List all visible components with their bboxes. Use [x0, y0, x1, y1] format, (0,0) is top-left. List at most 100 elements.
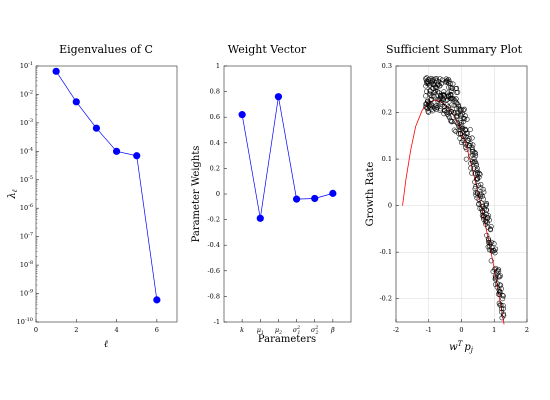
summary-point: [453, 100, 459, 106]
weight-vector-title: Weight Vector: [228, 43, 307, 56]
summary-point: [435, 98, 441, 104]
summary-point: [480, 186, 486, 192]
summary-point: [448, 118, 454, 124]
summary-point: [439, 81, 445, 87]
summary-point: [479, 206, 485, 212]
summary-point: [427, 103, 433, 109]
summary-point: [492, 266, 498, 272]
summary-point: [441, 97, 447, 103]
weight-ytick-label: -0.4: [207, 241, 220, 249]
summary-point: [446, 84, 452, 90]
summary-point: [491, 248, 496, 254]
eigenvalues-title: Eigenvalues of C: [59, 43, 153, 56]
summary-point: [454, 110, 460, 116]
summary-point: [427, 92, 433, 98]
weight-ytick-label: 0: [216, 190, 220, 198]
summary-xtick-label: -2: [393, 326, 399, 334]
summary-point: [456, 130, 461, 136]
weight-ytick-label: 1: [216, 62, 220, 70]
summary-point: [501, 313, 507, 319]
summary-point: [431, 94, 437, 100]
summary-point: [477, 191, 483, 197]
weight-point: [274, 93, 283, 101]
eigenvalues-ytick-label: 10-5: [20, 175, 33, 184]
eigenvalues-ylabel: λℓ: [7, 189, 19, 199]
eigenvalues-ytick-label: 10-2: [20, 89, 33, 98]
summary-point: [441, 104, 447, 109]
summary-point: [451, 96, 457, 102]
weight-line: [241, 96, 333, 219]
summary-point: [495, 268, 500, 274]
eigenvalues-panel: Eigenvalues of C 0 2 4 6 10-10 10-9 10-8 10-7 10…: [7, 43, 178, 350]
summary-point: [474, 162, 480, 168]
weight-xtick-label: μ1: [257, 326, 264, 336]
summary-point: [500, 293, 506, 299]
weight-point: [329, 189, 337, 197]
weight-vector-ylabel: Parameter Weights: [191, 146, 202, 243]
summary-point: [460, 107, 466, 113]
summary-point: [472, 179, 478, 185]
summary-point: [461, 106, 467, 112]
summary-point: [431, 76, 437, 82]
weight-ytick-label: -0.8: [207, 292, 220, 300]
summary-point: [463, 156, 469, 162]
summary-point: [449, 102, 455, 108]
summary-point: [434, 78, 440, 84]
summary-ytick-label: -0.1: [379, 248, 392, 256]
summary-point: [476, 182, 482, 188]
summary-point: [437, 108, 443, 113]
summary-point: [448, 88, 454, 94]
summary-point: [446, 115, 452, 121]
summary-point: [458, 124, 464, 130]
summary-point: [476, 202, 482, 208]
weight-xtick-label: k: [240, 326, 244, 334]
summary-point: [472, 171, 478, 177]
weight-point: [256, 214, 264, 222]
summary-point: [488, 224, 494, 230]
summary-point: [489, 248, 495, 254]
eigenvalue-point: [92, 124, 101, 132]
summary-point: [424, 104, 430, 110]
eigenvalues-line: [55, 71, 158, 300]
summary-point: [453, 86, 459, 92]
summary-point: [467, 127, 473, 133]
summary-point: [468, 153, 474, 159]
summary-point: [472, 186, 478, 192]
summary-point: [486, 239, 491, 245]
weight-vector-xlabel: Parameters: [258, 334, 316, 345]
summary-point: [489, 239, 495, 245]
eigenvalues-xlabel: ℓ: [104, 339, 108, 350]
summary-plot-xlabel: wT pj: [449, 340, 474, 354]
weight-ytick-label: -0.6: [207, 267, 220, 275]
summary-point: [479, 208, 485, 214]
summary-point: [460, 119, 466, 125]
summary-point: [462, 144, 468, 150]
summary-xtick-label: -1: [426, 326, 432, 334]
summary-point: [449, 119, 455, 125]
summary-point: [424, 88, 430, 94]
summary-point: [451, 109, 457, 115]
summary-point: [467, 142, 472, 148]
summary-point: [501, 306, 507, 312]
summary-ytick-label: 0: [388, 202, 392, 210]
eigenvalues-ytick-label: 10-10: [17, 317, 33, 326]
summary-point: [444, 102, 450, 108]
eigenvalues-ytick-label: 10-3: [20, 118, 33, 127]
summary-point: [459, 123, 465, 129]
summary-point: [500, 303, 506, 309]
summary-point: [463, 130, 469, 136]
summary-point: [483, 202, 489, 208]
summary-point: [424, 98, 430, 104]
summary-point: [488, 227, 493, 233]
eigenvalues-ytick-label: 10-6: [20, 203, 33, 212]
summary-point: [485, 224, 491, 230]
weight-ytick-label: 0.4: [210, 139, 220, 147]
summary-point: [469, 147, 475, 153]
summary-point: [451, 110, 457, 116]
summary-point: [456, 106, 462, 112]
summary-point: [448, 96, 454, 102]
weight-ytick-label: 0.2: [210, 164, 220, 172]
weight-point: [292, 195, 301, 203]
summary-point: [488, 258, 494, 264]
